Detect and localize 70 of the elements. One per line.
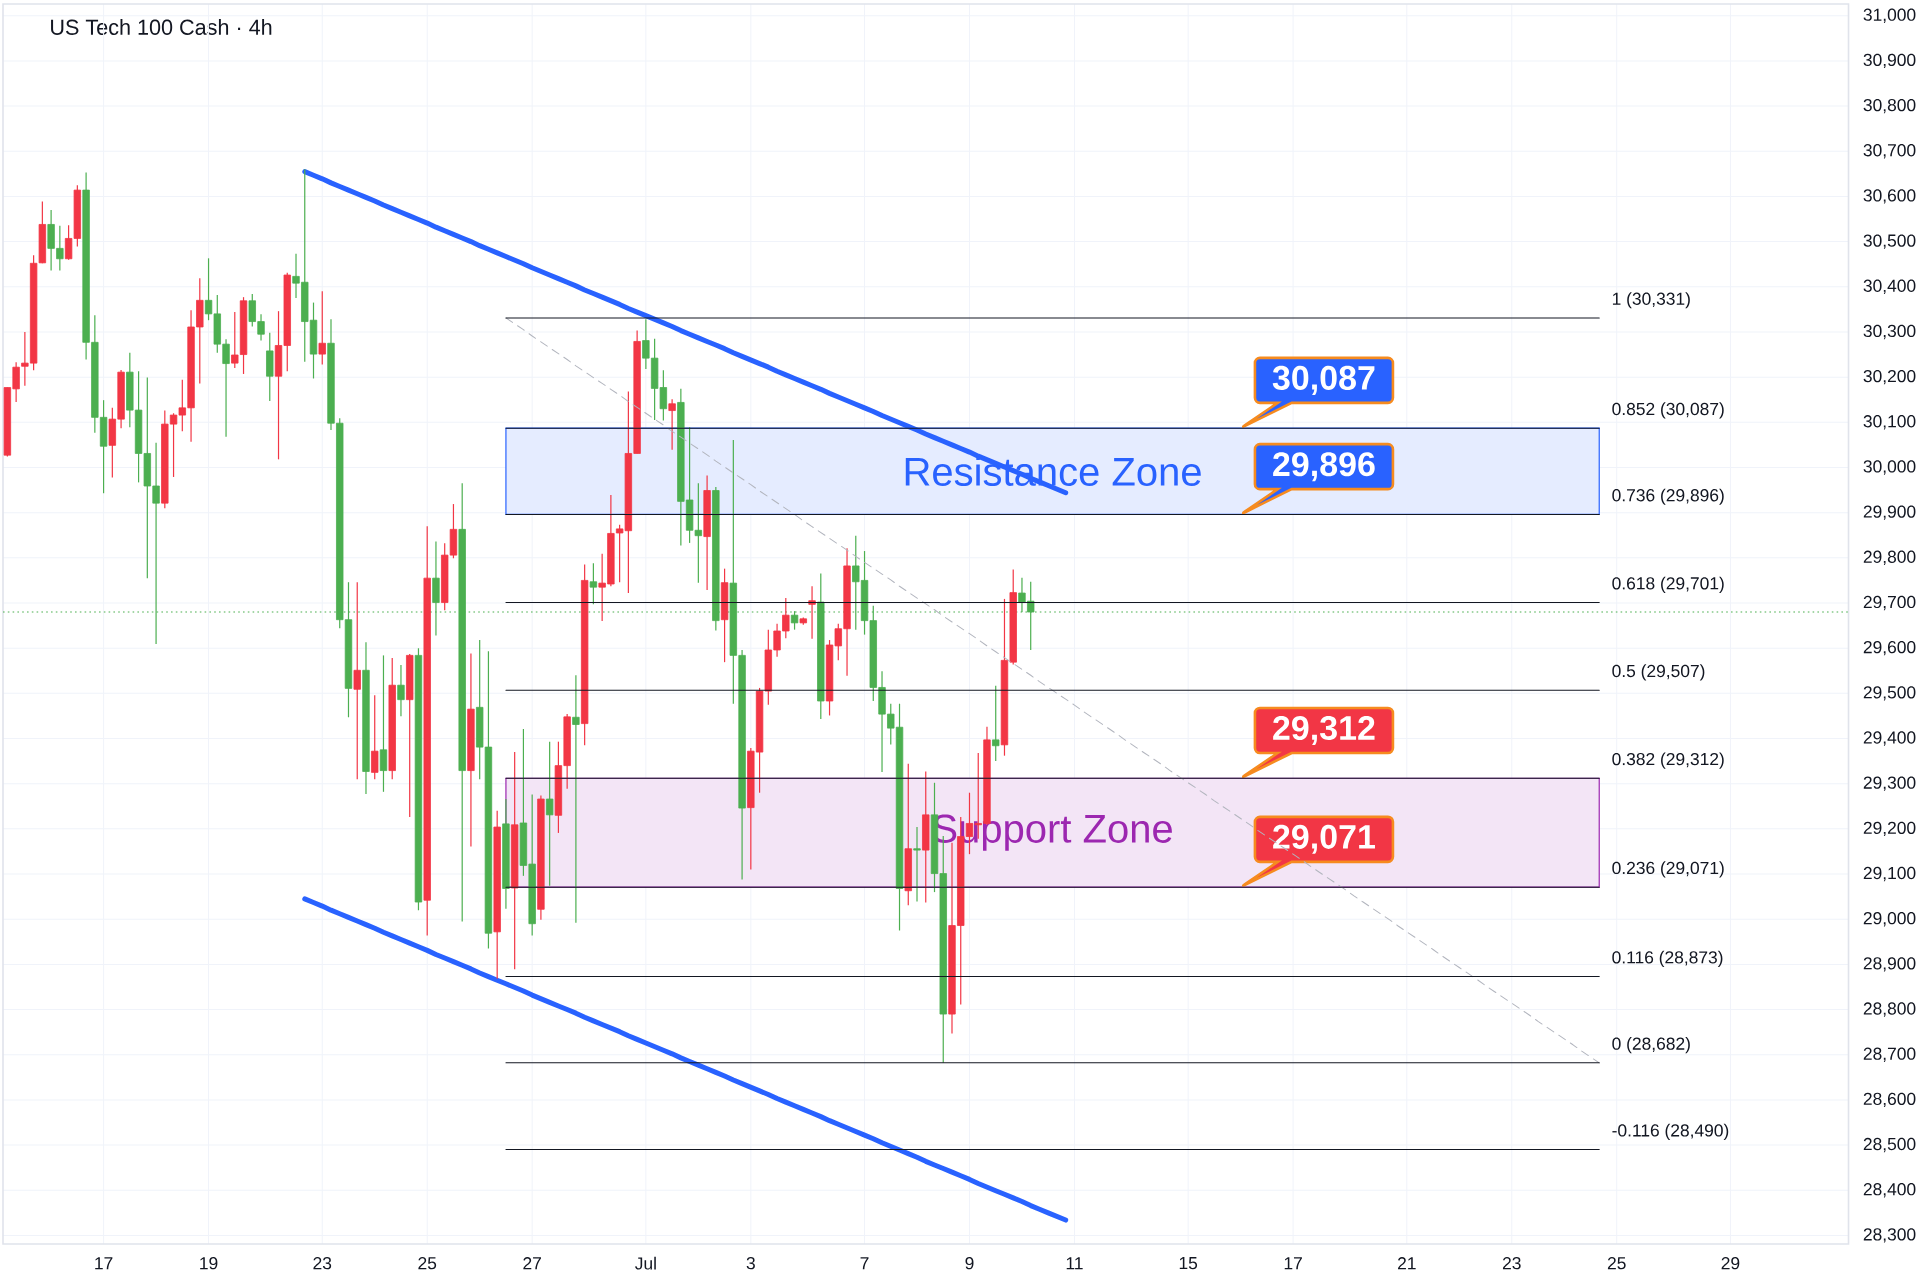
x-tick-label: 11 (1066, 1257, 1083, 1270)
candlestick (992, 685, 1000, 762)
annotation: 30,087 (1272, 365, 1375, 395)
candlestick (318, 290, 326, 366)
candlestick (545, 741, 554, 887)
y-tick-label: 29,700 (1863, 595, 1916, 611)
y-tick-label: 29,900 (1863, 505, 1916, 520)
candlestick (379, 654, 388, 793)
y-tick-label: 30,800 (1863, 98, 1916, 114)
series-label: 0.236 (29,071) (1612, 861, 1724, 878)
y-tick-label: 30,700 (1863, 144, 1916, 159)
series-label: 1 (30,331) (1612, 292, 1690, 309)
series-label: -0.116 (28,490) (1612, 1123, 1729, 1140)
candlestick (397, 664, 405, 717)
series-label: 0.116 (28,873) (1612, 950, 1723, 967)
y-tick-label: 30,000 (1863, 460, 1916, 475)
y-tick-label: 28,900 (1863, 957, 1916, 972)
x-tick-label: 9 (965, 1257, 974, 1270)
x-tick-label: Jul (635, 1256, 656, 1270)
candlestick (668, 398, 676, 451)
y-tick-label: 30,500 (1863, 234, 1916, 249)
y-tick-label: 28,500 (1863, 1137, 1916, 1153)
y-tick-label: 28,400 (1863, 1183, 1916, 1198)
x-tick-label: 21 (1398, 1257, 1416, 1270)
x-tick-label: 19 (200, 1257, 218, 1270)
y-tick-label: 30,400 (1863, 279, 1916, 294)
y-tick-label: 30,900 (1863, 53, 1916, 69)
y-tick-label: 31,000 (1863, 8, 1916, 23)
candlestick (572, 674, 580, 924)
x-tick-label: 29 (1721, 1257, 1740, 1270)
y-tick-label: 30,200 (1863, 369, 1916, 385)
y-tick-label: 29,100 (1863, 866, 1916, 882)
y-tick-label: 28,800 (1863, 1002, 1916, 1017)
annotation: 29,312 (1273, 715, 1375, 745)
series-label: 0.736 (29,896) (1612, 488, 1724, 505)
candlestick (371, 694, 379, 780)
y-tick-label: 29,000 (1863, 911, 1916, 927)
y-tick-label: 30,600 (1863, 189, 1916, 204)
y-tick-label: 30,300 (1863, 324, 1916, 340)
series-label: 0.5 (29,507) (1612, 664, 1705, 681)
y-tick-label: 29,200 (1863, 821, 1916, 837)
series-label: 0.618 (29,701) (1612, 576, 1724, 593)
x-tick-label: 23 (313, 1257, 332, 1270)
x-tick-label: 17 (1284, 1257, 1302, 1270)
x-tick-label: 25 (418, 1257, 437, 1270)
annotation: 29,071 (1273, 824, 1375, 854)
y-tick-label: 29,800 (1863, 550, 1916, 566)
x-tick-label: 25 (1607, 1257, 1626, 1270)
text: US Tech 100 Cash · 4h (51, 19, 272, 35)
y-tick-label: 30,100 (1863, 415, 1916, 430)
candlestick (913, 826, 921, 903)
y-tick-label: 29,300 (1863, 776, 1916, 791)
candlestick (589, 562, 598, 605)
y-tick-label: 29,400 (1863, 731, 1916, 746)
series-label: 0.382 (29,312) (1612, 752, 1724, 769)
series-label: 0.852 (30,087) (1612, 402, 1724, 419)
x-tick-label: 27 (523, 1257, 541, 1270)
x-tick-label: 7 (860, 1257, 869, 1270)
y-tick-label: 28,600 (1863, 1092, 1916, 1108)
x-tick-label: 17 (95, 1257, 113, 1270)
x-tick-label: 23 (1502, 1257, 1521, 1270)
x-tick-label: 15 (1179, 1257, 1198, 1270)
y-tick-label: 29,600 (1863, 640, 1916, 656)
y-tick-label: 28,300 (1863, 1228, 1916, 1243)
candlestick (353, 581, 361, 780)
y-tick-label: 29,500 (1863, 686, 1916, 701)
series-label: 0 (28,682) (1612, 1037, 1690, 1054)
annotation: 29,896 (1273, 452, 1375, 482)
x-tick-label: 3 (746, 1257, 755, 1270)
y-tick-label: 28,700 (1863, 1047, 1916, 1062)
